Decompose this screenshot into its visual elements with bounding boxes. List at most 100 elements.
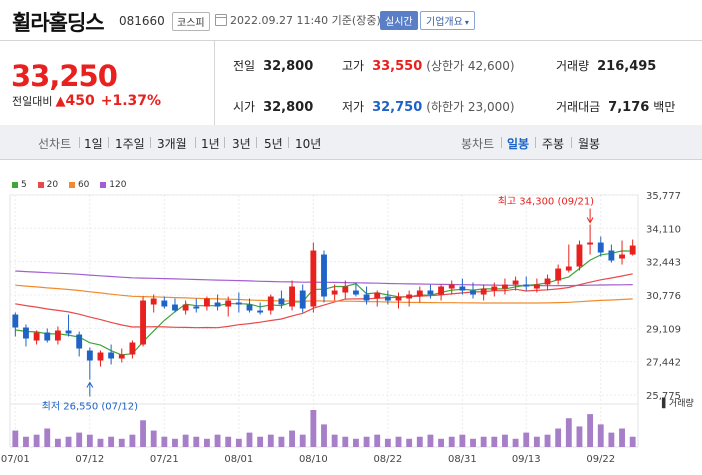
tab-candle-chart[interactable]: 봉차트	[461, 137, 495, 151]
tab-divider	[501, 137, 502, 148]
candle-body	[502, 284, 508, 289]
candle-body	[342, 286, 349, 293]
price-change: 전일대비 ▲450 +1.37%	[12, 93, 161, 109]
candle-body	[225, 300, 232, 307]
volume-bar	[608, 432, 615, 447]
stock-code: 081660	[119, 14, 165, 28]
candle-body	[353, 290, 359, 295]
up-arrow-icon: ▲	[55, 94, 66, 109]
candlestick-chart[interactable]: 35,777 34,110 32,443 30,776 29,109 27,442 25,7…	[0, 190, 702, 475]
volume-bar	[108, 436, 115, 447]
candle-body	[576, 244, 583, 267]
upper-limit: (상한가 42,600)	[426, 59, 515, 73]
legend-ma60[interactable]: 60	[68, 180, 89, 190]
candle-body	[257, 310, 264, 313]
calendar-icon	[215, 14, 227, 26]
volume-bar	[65, 436, 72, 447]
volume-bar	[235, 438, 242, 447]
tab-divider	[535, 137, 536, 148]
candle-body	[118, 354, 125, 359]
x-tick-label: 08/31	[448, 454, 477, 465]
max-arrowhead	[586, 217, 594, 224]
volume-bar	[310, 410, 317, 447]
candle-body	[23, 327, 29, 339]
tab-1w[interactable]: 1주일	[115, 137, 145, 151]
tab-divider	[79, 137, 80, 148]
tab-line-chart[interactable]: 선차트	[38, 137, 72, 151]
y-tick-label: 27,442	[646, 358, 681, 369]
candle-body	[65, 330, 72, 334]
open-cell: 시가 32,800	[233, 98, 313, 115]
candle-body	[246, 304, 253, 311]
candle-body	[544, 278, 551, 285]
company-info-dropdown[interactable]: 기업개요 ▾	[420, 11, 475, 30]
candle-body	[54, 330, 61, 341]
candle-body	[512, 280, 519, 285]
volume-bar	[523, 432, 530, 447]
volume-bar	[565, 418, 572, 447]
candle-body	[480, 288, 487, 295]
legend-ma20[interactable]: 20	[37, 180, 58, 190]
tab-monthly[interactable]: 월봉	[578, 137, 601, 151]
ma20-line	[15, 273, 633, 329]
tab-1d[interactable]: 1일	[84, 137, 103, 151]
legend-ma120[interactable]: 120	[100, 180, 126, 190]
candle-body	[597, 242, 604, 253]
candle-body	[587, 242, 594, 245]
candle-body	[395, 296, 402, 301]
legend-swatch	[68, 181, 75, 188]
amount-value: 7,176	[608, 100, 650, 115]
timestamp: 2022.09.27 11:40 기준(장중)	[230, 14, 381, 27]
x-tick-label: 07/21	[150, 454, 179, 465]
volume-bar	[619, 428, 625, 447]
tab-5y[interactable]: 5년	[264, 137, 283, 151]
volume-bar	[44, 428, 51, 447]
legend-label: 5	[21, 180, 27, 190]
min-annotation: 최저 26,550 (07/12)	[42, 401, 138, 413]
tab-daily[interactable]: 일봉	[507, 137, 530, 151]
volume-bar	[214, 434, 221, 447]
tab-3m[interactable]: 3개월	[157, 137, 187, 151]
stock-header: 휠라홀딩스 081660 코스피 2022.09.27 11:40 기준(장중)…	[0, 0, 702, 40]
volume-bar	[342, 436, 349, 447]
candle-body	[108, 352, 115, 359]
volume-bar	[448, 436, 455, 447]
candle-body	[299, 290, 306, 309]
open-label: 시가	[233, 100, 256, 114]
tab-3y[interactable]: 3년	[232, 137, 251, 151]
candle-body	[86, 350, 93, 361]
low-cell: 저가 32,750 (하한가 23,000)	[342, 98, 515, 115]
legend-ma5[interactable]: 5	[12, 180, 27, 190]
tab-1y[interactable]: 1년	[201, 137, 220, 151]
tab-divider	[150, 137, 151, 148]
volume-axis-label: ▌거래량	[661, 397, 694, 409]
candle-body	[555, 268, 562, 281]
volume-bar	[150, 430, 157, 447]
min-arrowhead	[86, 381, 94, 388]
y-tick-label: 35,777	[646, 191, 681, 202]
low-label: 저가	[342, 100, 365, 114]
candle-body	[278, 298, 285, 305]
legend-label: 120	[109, 180, 127, 190]
volume-bar	[129, 434, 136, 447]
tab-10y[interactable]: 10년	[295, 137, 322, 151]
volume-bar	[278, 436, 285, 447]
prev-close-cell: 전일 32,800	[233, 57, 313, 74]
volume-bar	[246, 432, 253, 447]
candle-body	[448, 284, 455, 289]
stock-name: 휠라홀딩스	[12, 11, 105, 35]
volume-bar	[597, 424, 604, 447]
candle-body	[97, 352, 104, 361]
change-percent: +1.37%	[100, 93, 162, 109]
tab-weekly[interactable]: 주봉	[542, 137, 565, 151]
realtime-button[interactable]: 실시간	[380, 11, 418, 30]
volume-bar	[459, 434, 466, 447]
tab-divider	[195, 137, 196, 148]
volume-bar	[533, 436, 540, 447]
candle-body	[331, 290, 338, 295]
candle-body	[374, 292, 381, 299]
volume-bar	[470, 438, 476, 447]
volume-bar	[267, 434, 274, 447]
volume-bar	[203, 438, 210, 447]
volume-bar	[182, 434, 189, 447]
